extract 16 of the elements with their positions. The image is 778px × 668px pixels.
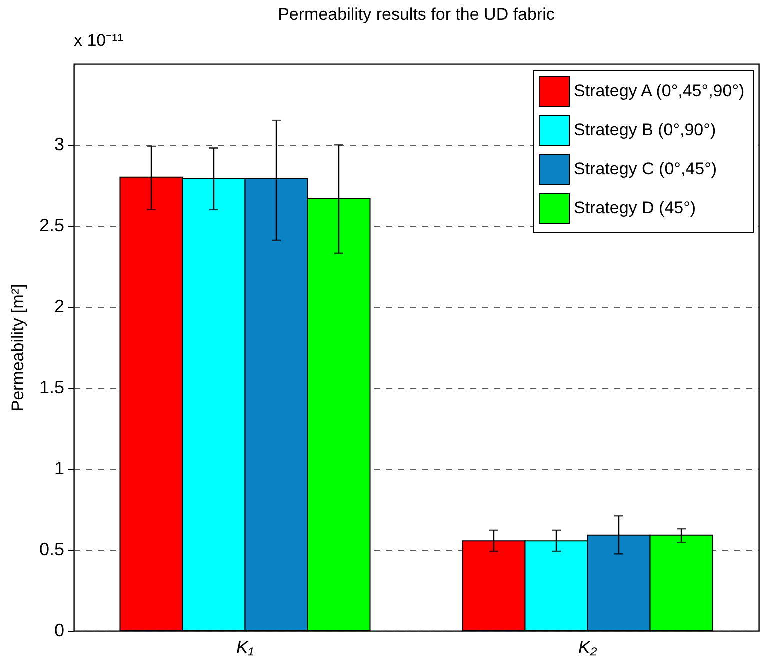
- y-tick-label: 2.5: [39, 216, 64, 236]
- x-tick-label: K₂: [578, 638, 598, 658]
- legend-label: Strategy D (45°): [574, 198, 696, 218]
- y-tick-label: 3: [54, 134, 64, 154]
- text: x 10⁻¹¹: [74, 31, 124, 50]
- y-tick-label: 0.5: [39, 540, 64, 560]
- y-axis-title: Permeability [m²]: [8, 284, 28, 412]
- y-tick-label: 1.5: [39, 378, 64, 398]
- y-tick-label: 2: [54, 296, 64, 316]
- chart-title: Permeability results for the UD fabric: [278, 5, 556, 24]
- y-tick-label: 0: [54, 620, 64, 640]
- y-tick-label: 1: [54, 458, 64, 478]
- legend-label: Strategy B (0°,90°): [574, 120, 716, 140]
- x-tick-label: K₁: [236, 638, 254, 658]
- legend-label: Strategy C (0°,45°): [574, 160, 718, 178]
- legend-label: Strategy A (0°,45°,90°): [574, 82, 745, 100]
